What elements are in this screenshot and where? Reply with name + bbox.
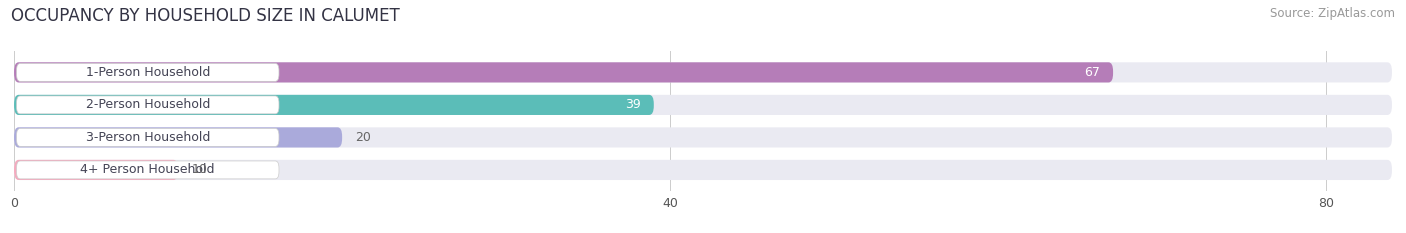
Text: 67: 67 [1084,66,1099,79]
Text: 20: 20 [356,131,371,144]
Text: Source: ZipAtlas.com: Source: ZipAtlas.com [1270,7,1395,20]
FancyBboxPatch shape [14,127,1392,147]
Text: 1-Person Household: 1-Person Household [86,66,209,79]
FancyBboxPatch shape [17,96,278,114]
Text: 10: 10 [191,163,207,176]
FancyBboxPatch shape [17,161,278,179]
FancyBboxPatch shape [14,160,1392,180]
FancyBboxPatch shape [14,95,1392,115]
Text: 39: 39 [624,98,641,111]
FancyBboxPatch shape [14,95,654,115]
Text: 2-Person Household: 2-Person Household [86,98,209,111]
Text: 3-Person Household: 3-Person Household [86,131,209,144]
FancyBboxPatch shape [17,63,278,81]
FancyBboxPatch shape [14,127,342,147]
Text: OCCUPANCY BY HOUSEHOLD SIZE IN CALUMET: OCCUPANCY BY HOUSEHOLD SIZE IN CALUMET [11,7,399,25]
Text: 4+ Person Household: 4+ Person Household [80,163,215,176]
FancyBboxPatch shape [14,62,1392,82]
FancyBboxPatch shape [14,62,1114,82]
FancyBboxPatch shape [17,128,278,146]
FancyBboxPatch shape [14,160,179,180]
